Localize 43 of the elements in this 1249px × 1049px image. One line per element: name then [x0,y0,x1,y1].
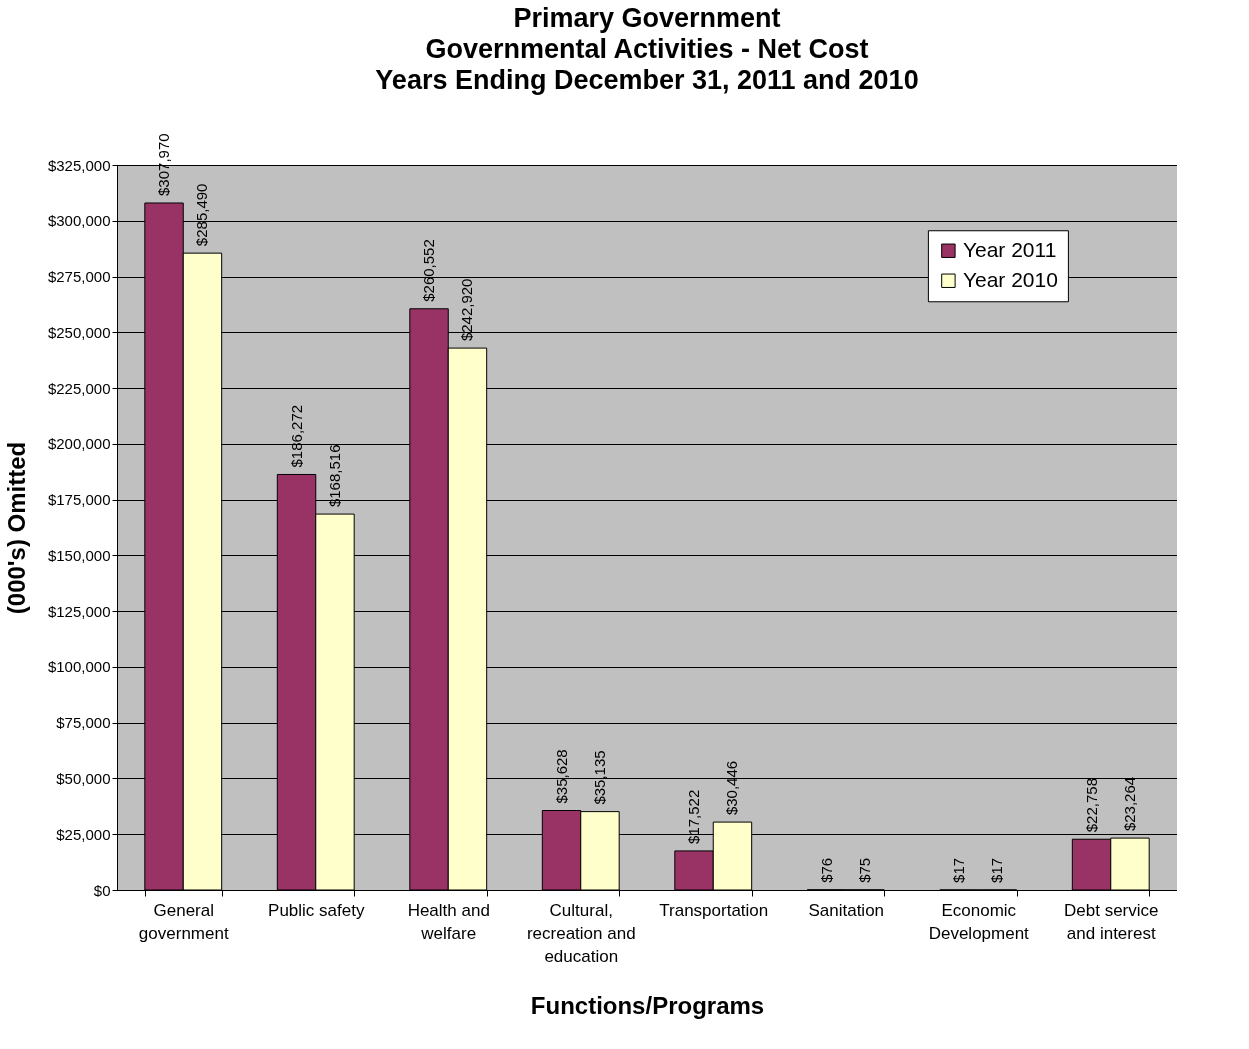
data-label: $35,135 [590,750,608,805]
x-tick-label: Sanitation [808,900,885,920]
x-axis-title: Functions/Programs [530,991,765,1019]
x-tick-label: Cultural, recreation and education [526,900,636,966]
y-tick-label: $325,000 [47,156,111,174]
x-tick-label: Public safety [268,900,365,920]
y-tick-label: $150,000 [47,546,111,564]
x-tick-label: Transportation [659,900,769,920]
y-tick-label: $300,000 [47,212,111,230]
x-tick-label: General government [138,900,229,943]
y-tick-label: $100,000 [47,658,111,676]
data-label: $76 [817,857,835,883]
x-tick-label: Economic Development [928,900,1030,943]
data-label: $22,758 [1082,778,1100,833]
y-tick-label: $275,000 [47,268,111,286]
y-tick-label: $75,000 [56,714,111,732]
data-label: $260,552 [420,239,438,302]
data-label: $17 [950,857,968,883]
y-tick-label: $50,000 [56,769,111,787]
legend-label: Year 2010 [962,267,1058,291]
data-label: $17,522 [685,789,703,844]
data-label: $285,490 [193,183,211,247]
data-label: $35,628 [552,749,570,804]
data-label: $23,264 [1120,776,1138,832]
legend-label: Year 2011 [962,237,1057,261]
y-tick-label: $200,000 [47,435,111,453]
y-tick-label: $125,000 [47,602,111,620]
data-label: $75 [855,857,873,883]
data-label: $307,970 [155,133,173,196]
data-label: $17 [988,857,1006,883]
x-tick-label: Health and welfare [407,900,490,943]
data-label: $168,516 [325,444,343,508]
x-tick-label: Debt service and interest [1064,900,1159,943]
data-label: $242,920 [458,278,476,342]
y-tick-label: $250,000 [47,323,111,341]
y-tick-label: $175,000 [47,491,111,509]
data-label: $30,446 [723,760,741,816]
data-label: $186,272 [287,404,305,468]
y-tick-label: $225,000 [47,379,111,397]
y-axis-title: (000's) Omitted [2,441,30,615]
chart-title: Primary Government Governmental Activities - Net Cost Years Ending December 31, 2011 and 2010 [375,3,919,96]
y-tick-label: $25,000 [56,825,111,843]
y-tick-label: $0 [93,881,111,899]
